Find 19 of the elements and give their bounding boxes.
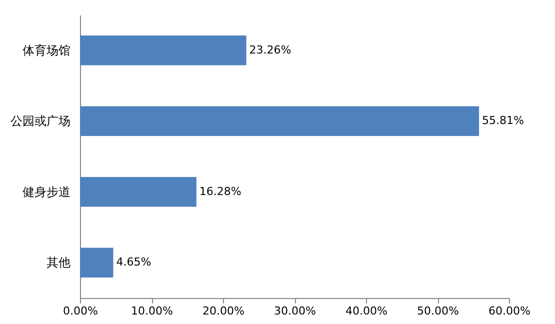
x-tick-label: 40.00% [346,304,388,318]
y-tick-label: 健身步道 [22,184,70,199]
bar [80,106,480,136]
y-tick-label: 公园或广场 [10,114,70,128]
data-label: 16.28% [199,184,242,198]
x-tick-label: 30.00% [274,304,316,318]
y-tick-label: 体育场馆 [22,43,70,58]
bar [80,36,246,66]
x-tick-label: 0.00% [63,304,98,318]
x-tick-label: 10.00% [131,304,173,318]
bar [80,177,196,207]
x-tick-label: 50.00% [417,304,459,318]
x-tick-label: 20.00% [202,304,244,318]
x-tick-label: 60.00% [488,304,530,318]
y-tick-label: 其他 [46,256,70,270]
data-label: 55.81% [482,114,524,128]
bar [80,248,114,278]
data-label: 4.65% [116,256,152,269]
data-label: 23.26% [249,43,292,56]
